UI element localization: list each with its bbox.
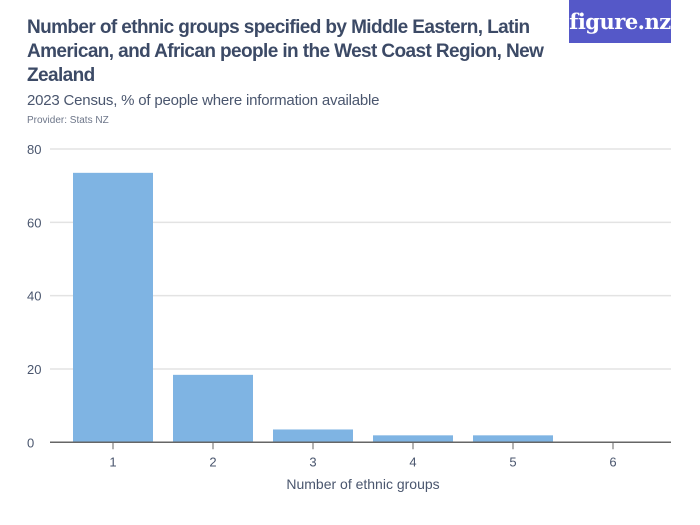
bar: [273, 429, 353, 443]
y-tick-label: 80: [27, 142, 41, 157]
bar: [173, 374, 253, 443]
bar: [473, 435, 553, 443]
x-tick-label: 2: [209, 454, 216, 469]
x-tick-label: 4: [409, 454, 416, 469]
chart-subtitle: 2023 Census, % of people where informati…: [27, 92, 380, 109]
bar: [73, 172, 153, 443]
x-axis-label: Number of ethnic groups: [286, 476, 439, 492]
figure-nz-logo[interactable]: figure.nz: [569, 0, 671, 43]
y-tick-label: 0: [27, 435, 34, 450]
x-tick-label: 6: [609, 454, 616, 469]
provider-label: Provider: Stats NZ: [27, 115, 109, 126]
y-tick-label: 20: [27, 362, 41, 377]
x-tick-label: 5: [509, 454, 516, 469]
x-tick-label: 3: [309, 454, 316, 469]
chart-header: Number of ethnic groups specified by Mid…: [27, 16, 557, 127]
x-tick-label: 1: [109, 454, 116, 469]
chart-title: Number of ethnic groups specified by Mid…: [27, 17, 544, 86]
y-tick-label: 40: [27, 289, 41, 304]
y-tick-label: 60: [27, 215, 41, 230]
bar: [373, 435, 453, 443]
